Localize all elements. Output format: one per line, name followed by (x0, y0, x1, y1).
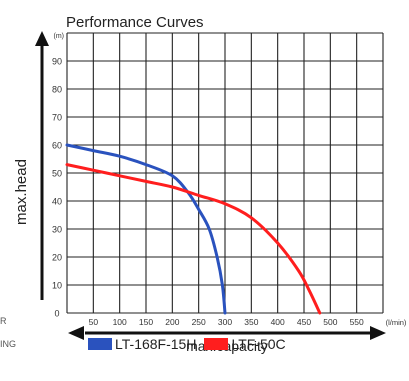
y-tick-label-7: 70 (52, 113, 62, 123)
x-axis-arrow-head-right (370, 326, 386, 340)
y-tick-label-9: 90 (52, 57, 62, 67)
series-line-2 (67, 165, 320, 313)
x-tick-label-0: 50 (89, 317, 99, 327)
x-tick-label-10: 550 (350, 317, 364, 327)
x-tick-label-6: 350 (244, 317, 258, 327)
y-tick-label-8: 80 (52, 85, 62, 95)
x-axis-arrow-head-left (68, 326, 84, 340)
legend-label-1: LT-168F-15H (115, 336, 196, 352)
legend-swatch-2 (204, 338, 228, 350)
x-tick-label-1: 100 (113, 317, 127, 327)
y-axis-arrow-head (35, 31, 49, 46)
x-axis-unit: (l/min) (386, 318, 407, 327)
x-tick-label-3: 200 (165, 317, 179, 327)
x-tick-label-4: 250 (192, 317, 206, 327)
x-tick-label-7: 400 (271, 317, 285, 327)
y-tick-label-0: 0 (54, 309, 59, 319)
x-tick-label-2: 150 (139, 317, 153, 327)
y-tick-label-4: 40 (52, 197, 62, 207)
x-tick-label-5: 300 (218, 317, 232, 327)
y-tick-label-1: 10 (52, 281, 62, 291)
legend-swatch-1 (88, 338, 112, 350)
y-tick-label-3: 30 (52, 225, 62, 235)
chart-legend: LT-168F-15H LTF-50C (88, 336, 294, 352)
x-tick-label-9: 500 (323, 317, 337, 327)
side-text-2: ING (0, 339, 16, 349)
y-axis-unit: (m) (54, 33, 65, 40)
y-tick-label-6: 60 (52, 141, 62, 151)
legend-label-2: LTF-50C (231, 336, 285, 352)
y-tick-label-5: 50 (52, 169, 62, 179)
y-axis-label: max.head (13, 159, 30, 225)
y-tick-label-2: 20 (52, 253, 62, 263)
side-text-1: R (0, 316, 7, 326)
x-tick-label-8: 450 (297, 317, 311, 327)
chart-title: Performance Curves (66, 14, 204, 31)
